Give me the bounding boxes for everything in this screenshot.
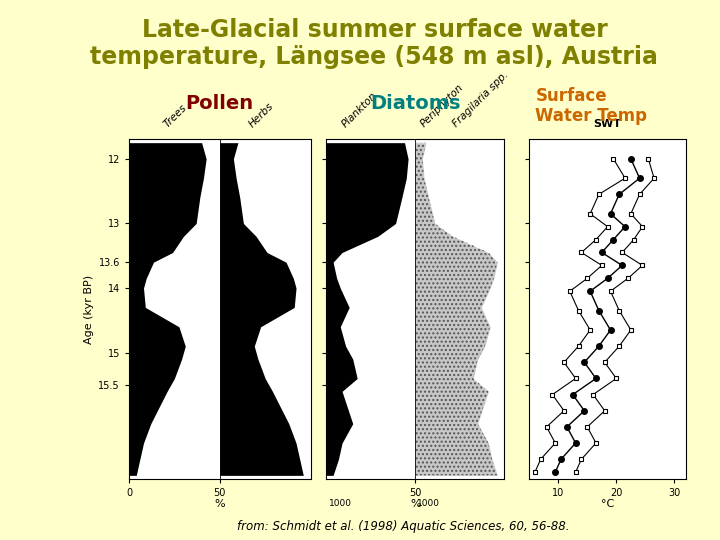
X-axis label: %: % [215, 499, 225, 509]
Text: Surface: Surface [535, 87, 607, 105]
Text: 1000: 1000 [417, 499, 440, 508]
Text: Herbs: Herbs [247, 101, 276, 129]
Text: 1000: 1000 [328, 499, 351, 508]
Text: Late-Glacial summer surface water: Late-Glacial summer surface water [142, 18, 607, 42]
Text: Plankton: Plankton [341, 90, 379, 129]
Text: temperature, Längsee (548 m asl), Austria: temperature, Längsee (548 m asl), Austri… [91, 45, 658, 69]
Text: from: Schmidt et al. (1998) Aquatic Sciences, 60, 56-88.: from: Schmidt et al. (1998) Aquatic Scie… [237, 520, 570, 533]
X-axis label: %: % [410, 499, 420, 509]
Text: Trees: Trees [162, 103, 189, 129]
Text: SWT: SWT [593, 119, 621, 129]
Text: Pollen: Pollen [186, 94, 254, 113]
Text: Water Temp: Water Temp [535, 107, 647, 125]
Text: Diatoms: Diatoms [370, 94, 461, 113]
Text: Periphyton: Periphyton [419, 83, 466, 129]
X-axis label: °C: °C [601, 499, 614, 509]
Y-axis label: Age (kyr BP): Age (kyr BP) [84, 274, 94, 343]
Text: Fragilaria spp.: Fragilaria spp. [451, 70, 510, 129]
